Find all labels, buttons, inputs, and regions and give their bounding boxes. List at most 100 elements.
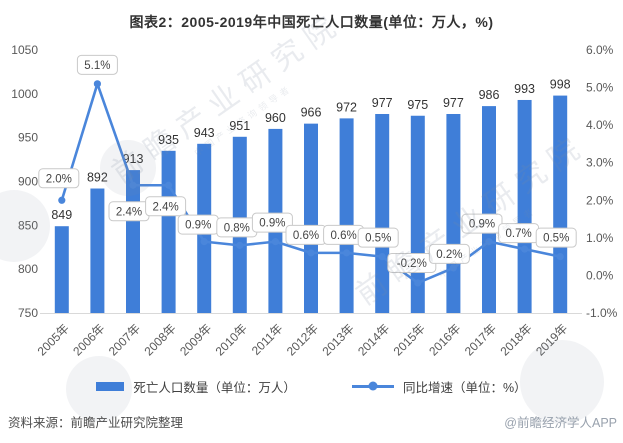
bar-2006年	[90, 188, 105, 313]
rate-callout-box	[428, 243, 470, 264]
bar-2018年	[517, 99, 532, 313]
y-axis-right-tick: 1.0%	[586, 231, 614, 245]
rate-callout-box	[251, 212, 293, 233]
chart-title: 图表2：2005-2019年中国死亡人口数量(单位：万人，%)	[129, 14, 494, 30]
y-axis-left-tick: 1050	[11, 43, 38, 57]
rate-callout-label: 0.2%	[436, 249, 462, 261]
y-axis-right-tick: 5.0%	[586, 81, 614, 95]
growth-point-2015年	[414, 279, 422, 287]
bar-value-label: 993	[514, 82, 535, 96]
x-axis-tick: 2010年	[213, 321, 250, 358]
growth-point-2016年	[449, 264, 457, 272]
rate-callout-label: 0.7%	[505, 228, 531, 240]
rate-callout-label: 0.9%	[469, 219, 495, 231]
growth-point-2007年	[129, 181, 137, 189]
rate-callout-label: -0.2%	[397, 258, 427, 270]
bar-value-label: 935	[158, 133, 179, 147]
legend-bar-swatch-icon	[96, 381, 125, 391]
bar-2013年	[339, 118, 354, 313]
bar-value-label: 972	[336, 100, 357, 114]
growth-point-2010年	[236, 241, 244, 249]
y-axis-left-tick: 900	[18, 175, 38, 189]
source-text: 资料来源：前瞻产业研究院整理	[8, 416, 184, 430]
growth-point-2013年	[343, 249, 351, 257]
y-axis-right-tick: 0.0%	[586, 268, 614, 282]
bar-value-label: 943	[194, 126, 215, 140]
growth-point-2009年	[200, 238, 208, 246]
growth-point-2019年	[556, 253, 564, 261]
x-axis-tick: 2016年	[426, 321, 463, 358]
legend-item-deaths: 死亡人口数量（单位：万人）	[96, 377, 296, 396]
rate-callout-label: 2.0%	[46, 173, 72, 185]
x-axis-tick: 2011年	[249, 321, 286, 358]
rate-callout-label: 5.1%	[84, 60, 110, 72]
bar-value-label: 960	[265, 111, 286, 125]
x-axis-tick: 2018年	[497, 321, 534, 358]
rate-callout-label: 0.9%	[185, 220, 211, 232]
y-axis-right-tick: 3.0%	[586, 156, 614, 170]
rate-callout-box	[38, 168, 80, 189]
bar-2014年	[375, 113, 390, 313]
rate-callout-label: 2.4%	[152, 201, 178, 213]
rate-callout-box	[76, 54, 118, 75]
rate-callout-label: 0.5%	[365, 233, 391, 245]
y-axis-left-tick: 1000	[11, 87, 38, 101]
rate-callout-label: 0.6%	[293, 230, 319, 242]
rate-callout-label: 0.9%	[259, 218, 285, 230]
y-axis-right-tick: -1.0%	[586, 306, 618, 320]
x-axis-tick: 2019年	[533, 321, 570, 358]
bar-2017年	[482, 106, 496, 314]
x-axis-tick: 2007年	[106, 321, 143, 358]
brand-text: @前瞻经济学人APP	[504, 416, 617, 430]
y-axis-left-tick: 750	[18, 306, 38, 320]
bar-value-label: 913	[123, 152, 144, 166]
growth-point-2008年	[165, 181, 173, 189]
chart-legend: 死亡人口数量（单位：万人） 同比增速（单位：%）	[0, 376, 623, 396]
bar-value-label: 977	[443, 96, 464, 110]
footer: 资料来源：前瞻产业研究院整理 @前瞻经济学人APP	[8, 412, 617, 431]
legend-growth-label: 同比增速（单位：%）	[402, 380, 527, 395]
x-axis-tick: 2008年	[141, 321, 178, 358]
rate-callout-label: 2.4%	[116, 206, 142, 218]
bar-value-label: 951	[229, 119, 250, 133]
growth-point-2014年	[378, 253, 386, 261]
rate-callout-label: 0.5%	[543, 233, 569, 245]
bar-value-label: 975	[407, 98, 428, 112]
bar-2019年	[553, 95, 568, 313]
y-axis-left-tick: 950	[18, 131, 38, 145]
bar-2007年	[126, 170, 140, 313]
x-axis-tick: 2005年	[35, 321, 72, 358]
growth-point-2012年	[307, 249, 315, 257]
rate-callout-box	[145, 196, 187, 217]
bar-2008年	[161, 150, 176, 313]
y-axis-left-tick: 850	[18, 218, 38, 232]
x-axis-tick: 2017年	[462, 321, 499, 358]
legend-item-growth: 同比增速（单位：%）	[351, 377, 527, 396]
x-axis-tick: 2013年	[319, 321, 356, 358]
bar-2016年	[446, 113, 461, 313]
bar-value-label: 966	[301, 106, 322, 120]
x-axis-tick: 2006年	[70, 321, 107, 358]
bar-2012年	[304, 123, 318, 313]
legend-line-swatch-icon	[351, 381, 394, 391]
bar-value-label: 998	[550, 78, 571, 92]
bar-value-label: 986	[479, 88, 500, 102]
x-axis-tick: 2012年	[284, 321, 321, 358]
bar-value-label: 977	[372, 96, 393, 110]
x-axis-tick: 2009年	[177, 321, 214, 358]
growth-point-2005年	[58, 196, 66, 204]
growth-point-2011年	[271, 238, 279, 246]
legend-line-dot-icon	[368, 381, 378, 391]
growth-point-2006年	[93, 80, 101, 88]
growth-point-2017年	[485, 238, 493, 246]
bar-value-label: 849	[51, 208, 72, 222]
bar-2005年	[54, 226, 69, 313]
bar-value-label: 892	[87, 171, 108, 185]
y-axis-right-tick: 4.0%	[586, 118, 614, 132]
y-axis-right-tick: 6.0%	[586, 43, 614, 57]
x-axis-tick: 2015年	[391, 321, 428, 358]
rate-callout-box	[357, 227, 399, 248]
rate-callout-label: 0.6%	[330, 230, 356, 242]
